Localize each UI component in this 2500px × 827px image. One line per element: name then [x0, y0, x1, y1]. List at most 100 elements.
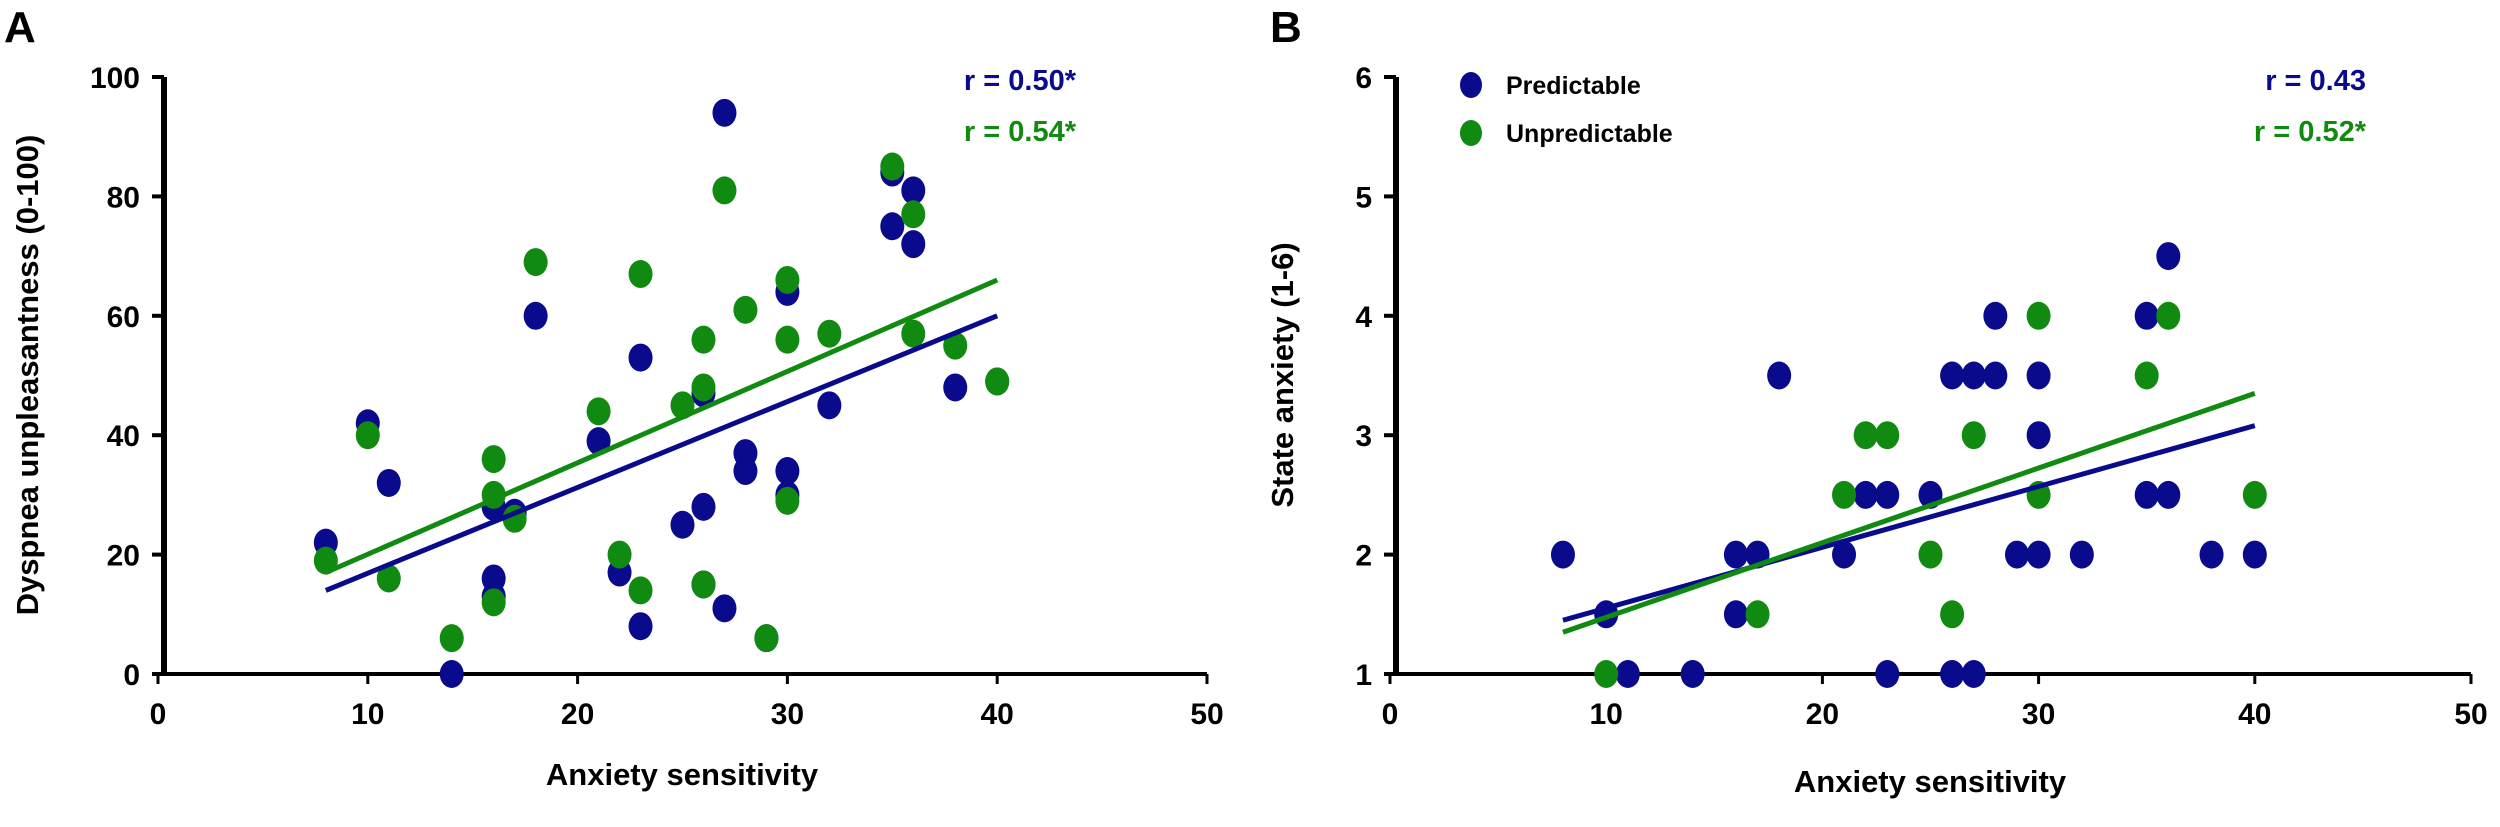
point-predictable — [1961, 660, 1986, 688]
point-predictable — [2026, 421, 2051, 450]
point-predictable — [439, 660, 464, 688]
point-predictable — [523, 301, 548, 330]
point-unpredictable — [2134, 361, 2159, 390]
point-predictable — [733, 457, 758, 486]
point-unpredictable — [733, 295, 758, 324]
point-unpredictable — [775, 325, 800, 354]
y-tick-label: 100 — [90, 62, 140, 95]
point-predictable — [817, 391, 842, 420]
point-predictable — [943, 373, 968, 402]
r-label-predictable-a: r = 0.50* — [964, 65, 1077, 97]
point-unpredictable — [2026, 301, 2051, 330]
fit-line-unpredictable — [1562, 391, 2256, 635]
point-predictable — [712, 98, 737, 127]
x-tick-label: 50 — [1190, 698, 1223, 731]
legend-marker-unpredictable — [1460, 120, 1482, 146]
point-predictable — [586, 427, 611, 456]
point-predictable — [901, 176, 926, 205]
point-predictable — [880, 212, 905, 241]
point-predictable — [376, 468, 401, 497]
point-unpredictable — [439, 624, 464, 653]
point-unpredictable — [901, 200, 926, 229]
y-tick-label: 20 — [107, 540, 140, 573]
point-unpredictable — [880, 152, 905, 181]
panel-b: B Anxiety sensitivity State anxiety (1-6… — [1265, 3, 2488, 799]
y-axis-title-a: Dyspnea unpleasantness (0-100) — [10, 135, 45, 616]
y-tick-label: 4 — [1355, 301, 1372, 334]
point-predictable — [628, 343, 653, 372]
x-tick-label: 0 — [1382, 698, 1399, 731]
r-label-unpredictable-b: r = 0.52* — [2254, 116, 2367, 148]
point-unpredictable — [1961, 421, 1986, 450]
point-predictable — [2156, 242, 2181, 271]
point-predictable — [1961, 361, 1986, 390]
y-tick-label: 60 — [107, 301, 140, 334]
x-tick-label: 30 — [2022, 698, 2055, 731]
point-unpredictable — [1594, 660, 1619, 688]
point-predictable — [1550, 540, 1575, 569]
x-tick-label: 50 — [2454, 698, 2487, 731]
panel-a: A Anxiety sensitivity Dyspnea unpleasant… — [4, 3, 1224, 792]
y-tick-label: 5 — [1355, 181, 1372, 214]
point-unpredictable — [2242, 480, 2267, 509]
y-tick-label: 0 — [123, 659, 140, 692]
point-unpredictable — [775, 265, 800, 294]
point-unpredictable — [691, 325, 716, 354]
y-tick-label: 1 — [1355, 659, 1372, 692]
point-unpredictable — [1853, 421, 1878, 450]
fit-line-predictable — [1562, 423, 2256, 623]
y-tick-label: 2 — [1355, 540, 1372, 573]
point-predictable — [1940, 660, 1965, 688]
point-predictable — [1940, 361, 1965, 390]
point-predictable — [670, 510, 695, 539]
panel-label-a: A — [4, 3, 36, 52]
x-axis-title-b: Anxiety sensitivity — [1794, 764, 2067, 799]
point-unpredictable — [985, 367, 1010, 396]
panel-label-b: B — [1270, 3, 1302, 52]
y-tick-label: 40 — [107, 420, 140, 453]
point-unpredictable — [943, 331, 968, 360]
point-predictable — [2156, 480, 2181, 509]
point-predictable — [1680, 660, 1705, 688]
r-label-unpredictable-a: r = 0.54* — [964, 116, 1077, 148]
x-tick-label: 10 — [351, 698, 384, 731]
point-predictable — [1767, 361, 1792, 390]
point-unpredictable — [628, 576, 653, 605]
point-unpredictable — [376, 564, 401, 593]
point-predictable — [1875, 660, 1900, 688]
point-predictable — [628, 612, 653, 641]
legend: Predictable Unpredictable — [1460, 72, 1673, 148]
point-predictable — [712, 594, 737, 623]
y-tick-label: 80 — [107, 181, 140, 214]
point-unpredictable — [607, 540, 632, 569]
r-label-predictable-b: r = 0.43 — [2265, 65, 2366, 97]
point-predictable — [2069, 540, 2094, 569]
point-predictable — [2134, 301, 2159, 330]
point-predictable — [2026, 361, 2051, 390]
point-unpredictable — [586, 397, 611, 426]
point-unpredictable — [2156, 301, 2181, 330]
point-predictable — [2199, 540, 2224, 569]
legend-marker-predictable — [1460, 72, 1482, 98]
point-predictable — [901, 230, 926, 259]
point-unpredictable — [628, 260, 653, 289]
point-predictable — [2242, 540, 2267, 569]
y-tick-label: 3 — [1355, 420, 1372, 453]
fit-line-predictable — [324, 313, 999, 593]
legend-label-predictable: Predictable — [1506, 72, 1641, 100]
x-tick-label: 40 — [981, 698, 1014, 731]
point-unpredictable — [481, 588, 506, 617]
x-tick-label: 20 — [1806, 698, 1839, 731]
point-unpredictable — [523, 248, 548, 277]
point-unpredictable — [1918, 540, 1943, 569]
y-tick-label: 6 — [1355, 62, 1372, 95]
point-unpredictable — [754, 624, 779, 653]
x-tick-label: 0 — [150, 698, 167, 731]
point-unpredictable — [691, 570, 716, 599]
point-unpredictable — [775, 486, 800, 515]
y-axis-title-b: State anxiety (1-6) — [1265, 242, 1300, 507]
point-predictable — [1853, 480, 1878, 509]
point-unpredictable — [817, 319, 842, 348]
point-predictable — [1983, 361, 2008, 390]
